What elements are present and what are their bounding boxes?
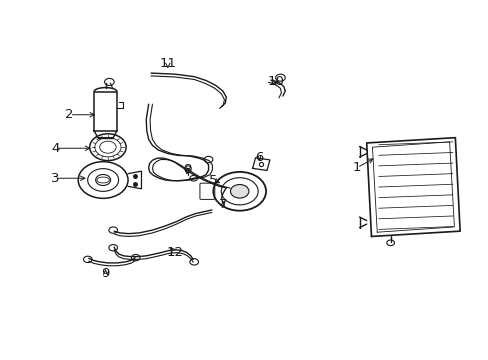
Text: 2: 2 [65,108,74,121]
Text: 7: 7 [218,198,227,211]
Text: 9: 9 [101,267,109,280]
Text: 3: 3 [51,172,60,185]
Text: 12: 12 [166,246,183,259]
Text: 8: 8 [183,163,191,176]
Text: 1: 1 [352,161,361,174]
Text: 10: 10 [266,75,284,88]
Text: 6: 6 [254,150,263,163]
Text: 4: 4 [51,142,59,155]
Text: 11: 11 [159,57,176,70]
Circle shape [230,184,248,198]
Text: 5: 5 [209,174,217,186]
